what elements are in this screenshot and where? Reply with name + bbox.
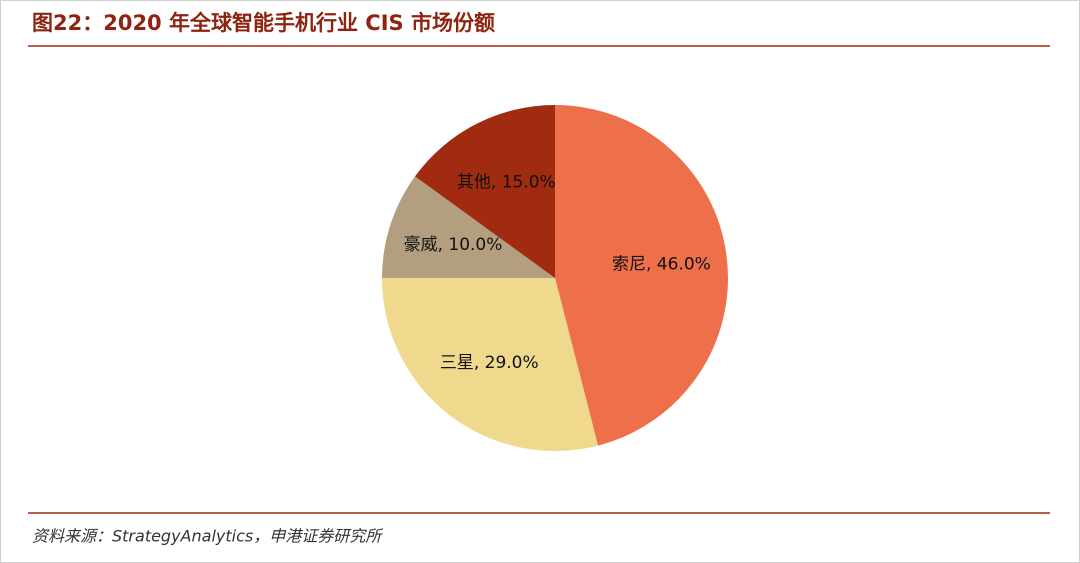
slice-label: 豪威, 10.0%	[404, 234, 503, 255]
pie-slice	[415, 105, 555, 278]
pie-slice	[555, 105, 728, 446]
slice-label: 三星, 29.0%	[440, 353, 539, 373]
pie-slice	[382, 176, 555, 278]
slice-label: 其他, 15.0%	[457, 172, 556, 192]
pie: 索尼, 46.0% 三星, 29.0% 豪威, 10.0% 其他, 15.0%	[382, 105, 728, 451]
source: 资料来源：StrategyAnalytics，申港证券研究所	[32, 527, 384, 546]
slice-label: 索尼, 46.0%	[612, 255, 711, 275]
pie-slice	[382, 278, 599, 451]
title: 图22：2020 年全球智能手机行业 CIS 市场份额	[32, 11, 495, 35]
